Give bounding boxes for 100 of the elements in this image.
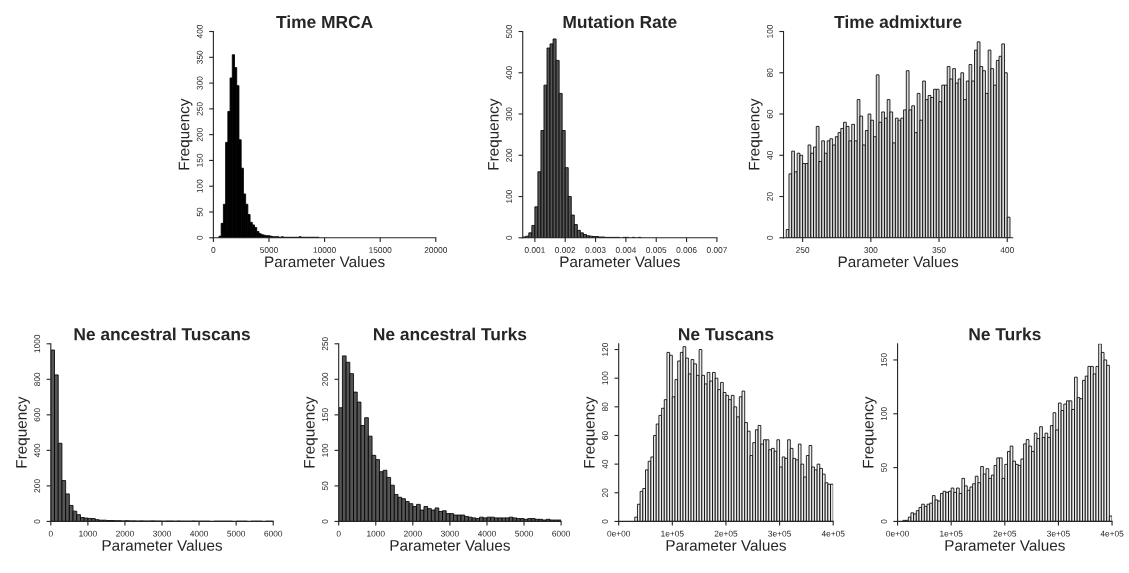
y-tick-label: 400 xyxy=(196,24,203,39)
y-axis-title: Frequency xyxy=(584,396,598,468)
y-axis-title: Frequency xyxy=(304,396,318,468)
y-tick-label: 80 xyxy=(602,402,609,412)
y-tick-label: 20 xyxy=(602,488,609,497)
y-tick-label: 60 xyxy=(766,109,773,119)
y-tick-label: 800 xyxy=(34,372,41,386)
x-tick-label: 350 xyxy=(932,247,946,253)
x-tick-label: 20000 xyxy=(424,247,448,253)
y-tick-label: 20 xyxy=(766,192,773,201)
y-axis-title: Frequency xyxy=(16,396,30,468)
y-tick-label: 100 xyxy=(880,407,887,421)
x-tick-label: 3000 xyxy=(440,530,459,537)
chart-title: Ne Turks xyxy=(969,327,1041,341)
x-tick-label: 3e+05 xyxy=(768,530,791,537)
y-tick-label: 400 xyxy=(34,443,41,458)
x-tick-label: 2e+05 xyxy=(993,530,1017,537)
x-tick-label: 3000 xyxy=(153,530,171,537)
x-tick-label: 0.002 xyxy=(555,247,576,253)
x-tick-label: 2000 xyxy=(116,530,134,537)
y-tick-label: 0 xyxy=(602,519,609,524)
y-tick-label: 0 xyxy=(506,235,513,240)
y-tick-label: 100 xyxy=(602,371,609,385)
y-tick-label: 0 xyxy=(766,235,773,240)
chart-title: Ne ancestral Turks xyxy=(374,327,527,341)
x-tick-label: 0e+00 xyxy=(886,530,909,537)
x-tick-label: 1e+05 xyxy=(661,530,684,537)
y-tick-label: 0 xyxy=(34,519,41,524)
chart-title: Time MRCA xyxy=(276,15,373,29)
y-tick-label: 60 xyxy=(602,431,609,440)
x-tick-label: 0.007 xyxy=(706,247,727,253)
x-tick-label: 6000 xyxy=(552,530,571,537)
x-tick-label: 0e+00 xyxy=(607,530,631,537)
x-axis-title: Parameter Values xyxy=(945,539,1065,551)
y-tick-label: 200 xyxy=(196,128,203,142)
y-tick-label: 300 xyxy=(506,107,513,121)
y-tick-label: 150 xyxy=(322,408,329,422)
x-tick-label: 0.003 xyxy=(585,247,606,253)
chart-title: Ne ancestral Tuscans xyxy=(74,327,250,341)
x-tick-label: 1000 xyxy=(367,530,385,537)
y-axis-title: Frequency xyxy=(862,396,877,468)
y-tick-label: 150 xyxy=(880,353,887,367)
x-tick-label: 15000 xyxy=(369,247,392,253)
x-tick-label: 0 xyxy=(336,530,341,537)
y-tick-label: 100 xyxy=(196,179,203,193)
x-tick-label: 0.004 xyxy=(615,247,637,253)
y-tick-label: 200 xyxy=(506,148,513,162)
y-tick-label: 0 xyxy=(880,519,887,524)
y-axis-title: Frequency xyxy=(488,98,502,170)
x-tick-label: 4e+05 xyxy=(821,530,845,537)
x-axis-title: Parameter Values xyxy=(666,539,786,551)
y-tick-label: 40 xyxy=(602,459,609,469)
y-tick-label: 250 xyxy=(322,337,329,351)
x-tick-label: 4e+05 xyxy=(1100,530,1124,537)
x-tick-label: 10000 xyxy=(313,247,336,253)
x-tick-label: 0.001 xyxy=(524,247,545,253)
y-tick-label: 40 xyxy=(766,150,773,160)
x-axis-title: Parameter Values xyxy=(102,539,223,551)
y-tick-label: 200 xyxy=(34,479,41,493)
chart-title: Mutation Rate xyxy=(563,15,677,29)
x-axis-title: Parameter Values xyxy=(560,255,680,268)
y-tick-label: 100 xyxy=(322,443,329,457)
chart-title: Ne Tuscans xyxy=(679,328,774,341)
x-tick-label: 250 xyxy=(796,247,810,253)
x-axis-title: Parameter Values xyxy=(390,539,510,551)
y-tick-label: 120 xyxy=(602,342,609,356)
x-tick-label: 2e+05 xyxy=(714,530,738,537)
x-tick-label: 5000 xyxy=(515,530,533,537)
x-axis-title: Parameter Values xyxy=(265,255,385,268)
y-tick-label: 80 xyxy=(766,68,773,78)
y-tick-label: 400 xyxy=(506,66,513,80)
y-tick-label: 600 xyxy=(34,408,41,422)
x-tick-label: 0.006 xyxy=(676,247,697,253)
x-tick-label: 3e+05 xyxy=(1047,530,1070,537)
x-tick-label: 1000 xyxy=(79,530,97,537)
y-tick-label: 0 xyxy=(322,519,329,524)
y-tick-label: 200 xyxy=(322,372,329,386)
y-tick-label: 50 xyxy=(322,481,329,491)
x-tick-label: 5000 xyxy=(227,530,246,537)
x-tick-label: 300 xyxy=(864,247,878,253)
x-tick-label: 1e+05 xyxy=(940,530,963,537)
x-tick-label: 0 xyxy=(48,530,53,537)
x-tick-label: 400 xyxy=(1000,247,1014,253)
chart-title: Time admixture xyxy=(834,15,962,29)
y-tick-label: 300 xyxy=(196,76,203,90)
y-tick-label: 50 xyxy=(196,207,203,217)
x-tick-label: 0 xyxy=(211,247,216,253)
x-tick-label: 6000 xyxy=(264,530,283,537)
y-tick-label: 350 xyxy=(196,50,203,64)
y-tick-label: 100 xyxy=(766,24,773,38)
y-tick-label: 250 xyxy=(196,102,203,116)
y-tick-label: 500 xyxy=(506,24,513,39)
x-tick-label: 0.005 xyxy=(646,247,667,253)
x-tick-label: 2000 xyxy=(403,530,422,537)
x-tick-label: 4000 xyxy=(190,530,209,537)
y-tick-label: 50 xyxy=(880,463,887,472)
x-axis-title: Parameter Values xyxy=(838,255,959,268)
x-tick-label: 5000 xyxy=(260,247,278,253)
y-axis-title: Frequency xyxy=(748,98,763,170)
y-tick-label: 100 xyxy=(506,189,513,203)
